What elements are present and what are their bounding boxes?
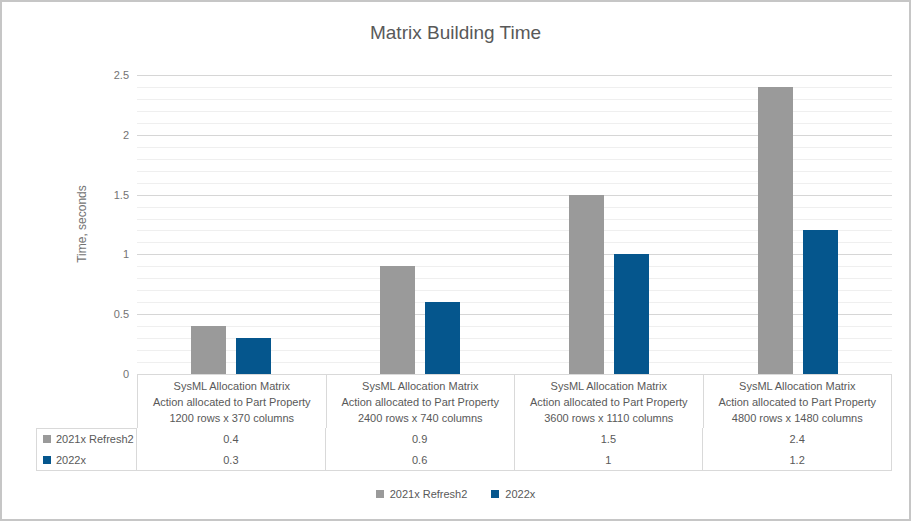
table-value-cell: 2.4: [703, 428, 892, 450]
category-label-line: Action allocated to Part Property: [153, 394, 311, 410]
category-label-line: SysML Allocation Matrix: [739, 378, 855, 394]
category-label-cell: SysML Allocation MatrixAction allocated …: [137, 374, 326, 429]
chart-title: Matrix Building Time: [2, 22, 909, 44]
bar-2022x: [614, 254, 649, 374]
table-value-cell: 0.6: [326, 449, 515, 471]
category-header-row: SysML Allocation MatrixAction allocated …: [137, 374, 892, 429]
category-label-line: 4800 rows x 1480 columns: [732, 410, 863, 426]
legend-key-icon: [491, 490, 499, 498]
bar-2022x: [803, 230, 838, 374]
series-name: 2021x Refresh2: [56, 433, 134, 445]
category-label-line: SysML Allocation Matrix: [174, 378, 290, 394]
category-label-line: Action allocated to Part Property: [718, 394, 876, 410]
category-label-cell: SysML Allocation MatrixAction allocated …: [514, 374, 703, 429]
legend-label: 2021x Refresh2: [390, 488, 468, 500]
legend: 2021x Refresh2 2022x: [2, 485, 909, 503]
table-value-cell: 0.9: [326, 428, 515, 450]
bar-2021x-refresh2: [191, 326, 226, 374]
category-label-line: SysML Allocation Matrix: [551, 378, 667, 394]
y-tick-label: 2: [89, 128, 129, 142]
y-tick-label: 1: [89, 247, 129, 261]
y-tick-label: 2.5: [89, 68, 129, 82]
table-value-cell: 1.2: [703, 449, 892, 471]
category-label-line: Action allocated to Part Property: [530, 394, 688, 410]
series-name: 2022x: [56, 454, 86, 466]
legend-key-icon: [376, 490, 384, 498]
table-value-cell: 0.3: [137, 449, 326, 471]
legend-item: 2021x Refresh2: [376, 488, 468, 500]
bar-2021x-refresh2: [569, 195, 604, 374]
category-label-cell: SysML Allocation MatrixAction allocated …: [326, 374, 515, 429]
table-value-cell: 0.4: [137, 428, 326, 450]
category-label-line: Action allocated to Part Property: [341, 394, 499, 410]
series-label-cell: 2022x: [36, 449, 137, 471]
category-label-line: 1200 rows x 370 columns: [169, 410, 294, 426]
bar-2021x-refresh2: [380, 266, 415, 374]
chart-canvas: Matrix Building Time Time, seconds 00.51…: [0, 0, 911, 521]
bar-2021x-refresh2: [758, 87, 793, 374]
major-gridline: [137, 75, 892, 76]
legend-label: 2022x: [505, 488, 535, 500]
table-row: 2021x Refresh20.40.91.52.4: [36, 428, 892, 450]
series-label-cell: 2021x Refresh2: [36, 428, 137, 450]
table-value-cell: 1: [515, 449, 704, 471]
category-label-cell: SysML Allocation MatrixAction allocated …: [703, 374, 893, 429]
y-tick-label: 0: [89, 367, 129, 381]
bar-2022x: [236, 338, 271, 374]
series-key-icon: [43, 435, 51, 443]
series-key-icon: [43, 456, 51, 464]
table-value-cell: 1.5: [515, 428, 704, 450]
category-label-line: SysML Allocation Matrix: [362, 378, 478, 394]
category-label-line: 3600 rows x 1110 columns: [544, 410, 673, 426]
legend-item: 2022x: [491, 488, 535, 500]
category-label-line: 2400 rows x 740 columns: [358, 410, 483, 426]
y-tick-label: 0.5: [89, 307, 129, 321]
bar-2022x: [425, 302, 460, 374]
y-tick-label: 1.5: [89, 188, 129, 202]
table-row: 2022x 0.30.611.2: [36, 449, 892, 471]
plot-area: [137, 75, 892, 374]
